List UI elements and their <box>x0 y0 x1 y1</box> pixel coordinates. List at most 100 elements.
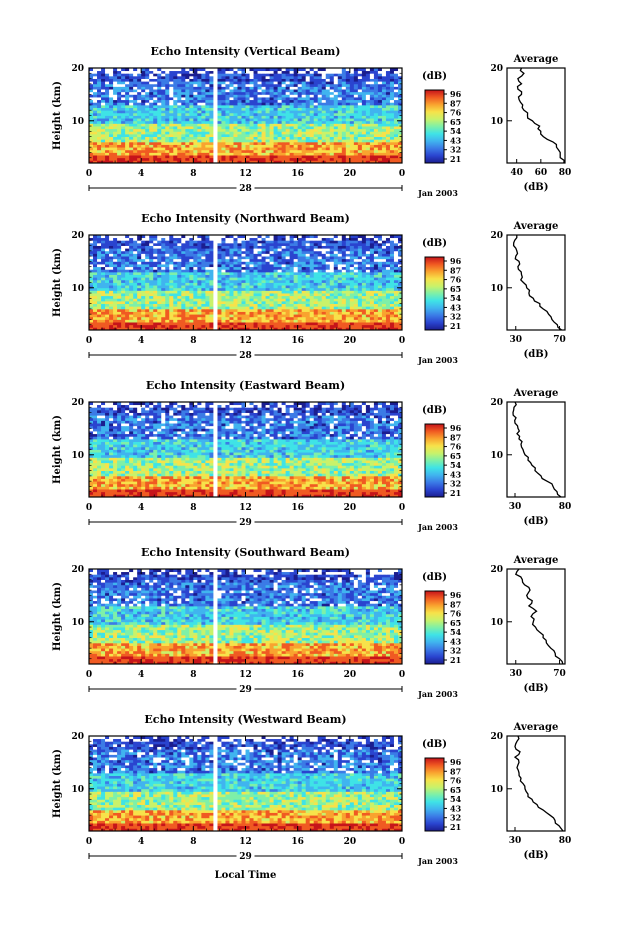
heatmap-cell <box>257 136 262 140</box>
heatmap-cell <box>381 160 387 164</box>
heatmap-cell <box>229 68 234 72</box>
heatmap-cell <box>157 269 162 273</box>
heatmap-cell <box>317 316 323 320</box>
heatmap-cell <box>229 287 234 291</box>
heatmap-cell <box>345 89 351 93</box>
heatmap-cell <box>113 306 118 310</box>
heatmap-cell <box>193 136 198 140</box>
heatmap-cell <box>369 322 375 326</box>
heatmap-cell <box>225 300 230 305</box>
heatmap-cell <box>269 131 274 135</box>
heatmap-cell <box>141 99 146 103</box>
heatmap-cell <box>193 160 198 164</box>
heatmap-cell <box>385 144 391 148</box>
heatmap-cell <box>337 112 343 116</box>
heatmap-cell <box>385 70 391 74</box>
heatmap-cell <box>181 306 186 310</box>
heatmap-cell <box>121 149 126 153</box>
heatmap-cell <box>193 274 198 278</box>
heatmap-cell <box>201 139 206 143</box>
heatmap-cell <box>141 295 146 299</box>
heatmap-cell <box>273 279 278 283</box>
heatmap-cell <box>385 126 391 130</box>
heatmap-cell <box>385 83 391 87</box>
heatmap-cell <box>237 303 242 307</box>
heatmap-cell <box>141 139 146 143</box>
heatmap-cell <box>285 295 291 299</box>
heatmap-cell <box>317 89 323 93</box>
heatmap-cell <box>137 152 142 156</box>
heatmap-cell <box>181 319 186 323</box>
heatmap-cell <box>189 277 194 281</box>
heatmap-cell <box>273 264 278 268</box>
heatmap-cell <box>229 258 234 262</box>
heatmap-cell <box>285 311 291 315</box>
heatmap-cell <box>229 274 234 278</box>
heatmap-cell <box>261 327 266 331</box>
heatmap-cell <box>201 97 206 101</box>
heatmap-cell <box>181 133 186 138</box>
heatmap-cell <box>261 131 266 135</box>
heatmap-cell <box>265 311 270 315</box>
heatmap-cell <box>333 94 339 98</box>
heatmap-cell <box>137 102 142 106</box>
heatmap-cell <box>249 94 254 98</box>
heatmap-cell <box>109 78 114 82</box>
heatmap-cell <box>109 295 114 299</box>
heatmap-cell <box>185 293 190 297</box>
heatmap-cell <box>273 160 278 164</box>
heatmap-cell <box>197 141 202 145</box>
heatmap-cell <box>141 120 146 124</box>
heatmap-cell <box>277 293 283 297</box>
heatmap-cell <box>161 110 166 114</box>
heatmap-cell <box>341 149 347 153</box>
heatmap-cell <box>293 112 299 116</box>
heatmap-cell <box>353 316 359 320</box>
heatmap-cell <box>125 266 130 270</box>
heatmap-cell <box>365 314 371 318</box>
heatmap-cell <box>397 89 403 93</box>
heatmap-cell <box>149 112 154 116</box>
heatmap-cell <box>241 86 246 90</box>
heatmap-cell <box>109 157 114 161</box>
heatmap-cell <box>113 269 118 273</box>
heatmap-cell <box>265 261 270 265</box>
heatmap-cell <box>373 136 379 140</box>
heatmap-cell <box>161 264 166 268</box>
heatmap-cell <box>325 160 331 164</box>
heatmap-cell <box>145 324 150 328</box>
heatmap-cell <box>249 311 254 315</box>
heatmap-cell <box>249 287 254 291</box>
heatmap-cell <box>229 324 234 328</box>
heatmap-cell <box>329 282 335 286</box>
heatmap-cell <box>101 83 106 87</box>
heatmap-cell <box>133 282 138 286</box>
heatmap-cell <box>309 102 315 106</box>
x-tick-label: 0 <box>399 169 405 179</box>
heatmap-cell <box>393 287 399 291</box>
heatmap-cell <box>177 322 182 326</box>
heatmap-cell <box>205 68 210 72</box>
heatmap-cell <box>157 290 162 294</box>
heatmap-cell <box>169 99 174 103</box>
heatmap-cell <box>341 295 347 299</box>
heatmap-cell <box>261 261 266 265</box>
heatmap-cell <box>313 81 319 85</box>
heatmap-cell <box>233 139 238 143</box>
heatmap-cell <box>105 123 110 127</box>
heatmap-cell <box>393 295 399 299</box>
heatmap-cell <box>185 83 190 87</box>
heatmap-cell <box>205 139 210 143</box>
heatmap-cell <box>101 139 106 143</box>
heatmap-cell <box>157 128 162 132</box>
heatmap-cell <box>153 258 158 262</box>
heatmap-cell <box>273 139 278 143</box>
heatmap-cell <box>101 155 106 159</box>
heatmap-cell <box>245 290 250 294</box>
heatmap-cell <box>397 107 403 111</box>
heatmap-cell <box>117 118 122 122</box>
heatmap-cell <box>305 282 311 286</box>
heatmap-cell <box>117 139 122 143</box>
heatmap-cell <box>385 78 391 82</box>
heatmap-cell <box>93 306 98 310</box>
